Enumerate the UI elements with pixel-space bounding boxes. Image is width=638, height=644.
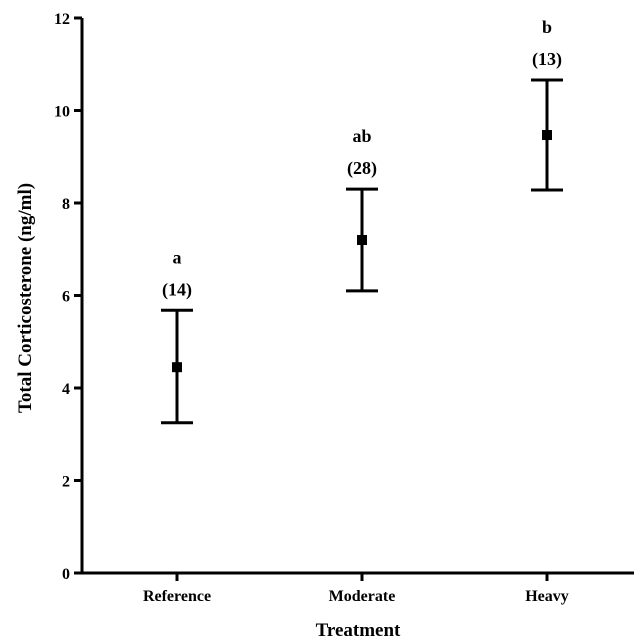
y-tick-label: 4 bbox=[62, 381, 70, 398]
y-tick-label: 10 bbox=[54, 104, 70, 121]
y-axis-ticks: 0 2 4 6 8 10 12 bbox=[54, 11, 82, 583]
y-tick-label: 6 bbox=[62, 289, 70, 306]
mean-point bbox=[357, 235, 367, 245]
y-tick-label: 8 bbox=[62, 196, 70, 213]
significance-letter: b bbox=[542, 17, 552, 37]
error-bar-group: (28) ab bbox=[346, 126, 378, 293]
x-tick-label: Reference bbox=[143, 588, 211, 605]
x-axis-ticks: Reference Moderate Heavy bbox=[143, 573, 569, 605]
x-tick-label: Heavy bbox=[525, 588, 569, 605]
x-tick-label: Moderate bbox=[329, 588, 396, 605]
sample-size-label: (28) bbox=[347, 158, 377, 179]
y-tick-label: 12 bbox=[54, 11, 70, 28]
x-axis-title: Treatment bbox=[316, 620, 401, 641]
data-marks: (14) a (28) ab (13) b bbox=[161, 17, 563, 425]
y-tick-label: 0 bbox=[62, 566, 70, 583]
significance-letter: ab bbox=[352, 126, 371, 146]
y-axis-title: Total Corticosterone (ng/ml) bbox=[15, 183, 36, 413]
significance-letter: a bbox=[173, 247, 182, 267]
error-bar-group: (13) b bbox=[531, 17, 563, 192]
y-tick-label: 2 bbox=[62, 474, 70, 491]
error-bar-group: (14) a bbox=[161, 247, 193, 425]
sample-size-label: (14) bbox=[162, 279, 192, 300]
mean-point bbox=[172, 362, 182, 373]
sample-size-label: (13) bbox=[532, 49, 562, 70]
mean-point bbox=[542, 130, 552, 141]
